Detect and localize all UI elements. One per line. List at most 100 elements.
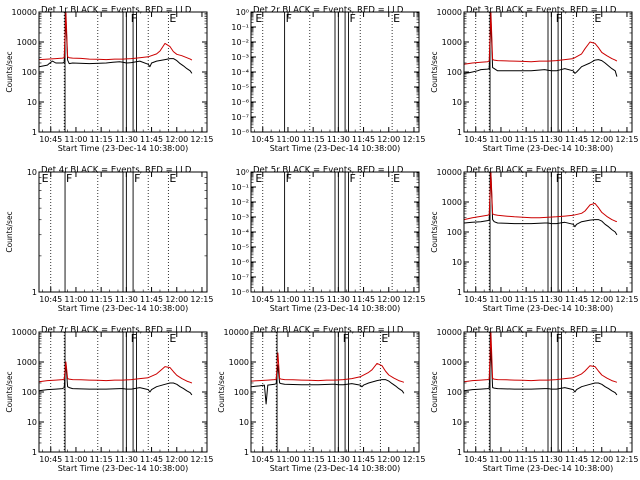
y-tick-label: 10 <box>27 168 37 177</box>
lld-series-line <box>38 361 193 384</box>
x-axis-label: Start Time (23-Dec-14 10:38:00) <box>270 464 401 473</box>
y-tick-label: 1000 <box>17 38 37 47</box>
chart-panel-7: 1 10 100 1000 10000 10:45 11:00 11:15 11:30 11:45… <box>5 326 213 474</box>
x-tick-label: 11:45 <box>352 135 375 144</box>
panel-title: Det 1r BLACK = Events, RED = LLD <box>41 6 192 16</box>
y-tick-label: 10⁻³ <box>231 53 249 62</box>
x-tick-label: 11:15 <box>302 135 325 144</box>
x-tick-label: 12:15 <box>402 455 425 464</box>
chart-panel-9: 1 10 100 1000 10000 10:45 11:00 11:15 11:30 11:45… <box>430 326 638 474</box>
panel-title: Det 3r BLACK = Events, RED = LLD <box>466 6 617 16</box>
events-series-line <box>38 18 193 74</box>
y-tick-label: 10⁻⁶ <box>231 98 249 107</box>
chart-panel-4: 1 10 10:45 11:00 11:15 11:30 11:45 12:00 12:15 E F… <box>5 166 213 314</box>
x-tick-label: 10:45 <box>251 455 274 464</box>
x-tick-label: 11:15 <box>302 455 325 464</box>
y-tick-label: 10⁻⁷ <box>231 273 249 282</box>
lld-series-line <box>463 331 618 383</box>
x-tick-label: 11:30 <box>115 295 138 304</box>
y-axis-label: Counts/sec <box>5 51 14 92</box>
flag-label: E <box>381 332 388 345</box>
flag-label: F <box>556 12 562 25</box>
x-tick-label: 12:00 <box>377 295 400 304</box>
x-tick-label: 12:15 <box>615 295 638 304</box>
x-axis-label: Start Time (23-Dec-14 10:38:00) <box>58 144 189 153</box>
chart-panel-6: 1 10 100 1000 10000 10:45 11:00 11:15 11:30 11:45… <box>430 166 638 314</box>
flag-label: F <box>349 12 355 25</box>
y-tick-label: 1 <box>32 288 37 297</box>
x-tick-label: 11:00 <box>64 455 87 464</box>
y-tick-label: 1000 <box>229 358 249 367</box>
panel-title: Det 6r BLACK = Events, RED = LLD <box>466 166 617 176</box>
y-tick-label: 10 <box>27 98 37 107</box>
chart-panel-5: 10⁻⁸ 10⁻⁷ 10⁻⁶ 10⁻⁵ 10⁻⁴ 10⁻³ 10⁻² 10⁻¹ 10⁰ 10:45… <box>231 166 425 314</box>
flag-label: F <box>556 172 562 185</box>
x-tick-label: 11:00 <box>276 295 299 304</box>
x-tick-label: 12:00 <box>165 135 188 144</box>
x-axis-label: Start Time (23-Dec-14 10:38:00) <box>483 144 614 153</box>
x-tick-label: 10:45 <box>251 135 274 144</box>
x-tick-label: 11:30 <box>540 295 563 304</box>
y-tick-label: 1 <box>457 288 462 297</box>
x-tick-label: 11:15 <box>90 295 113 304</box>
x-tick-label: 11:45 <box>565 455 588 464</box>
x-tick-label: 10:45 <box>464 295 487 304</box>
x-tick-label: 11:30 <box>327 135 350 144</box>
x-tick-label: 12:00 <box>165 455 188 464</box>
chart-panel-2: 10⁻⁸ 10⁻⁷ 10⁻⁶ 10⁻⁵ 10⁻⁴ 10⁻³ 10⁻² 10⁻¹ 10⁰ 10:45… <box>231 6 425 154</box>
y-axis-label: Counts/sec <box>5 371 14 412</box>
y-tick-label: 10⁻¹ <box>231 23 249 32</box>
x-tick-label: 11:00 <box>489 135 512 144</box>
flag-label: F <box>343 332 349 345</box>
y-axis-label: Counts/sec <box>217 371 226 412</box>
y-tick-label: 1 <box>457 128 462 137</box>
panel-title: Det 5r BLACK = Events, RED = LLD <box>253 166 404 176</box>
x-tick-label: 11:15 <box>90 135 113 144</box>
y-tick-label: 100 <box>22 388 37 397</box>
y-tick-label: 10⁻⁴ <box>231 228 249 237</box>
y-tick-label: 10000 <box>437 328 462 337</box>
x-tick-label: 11:45 <box>140 135 163 144</box>
x-tick-label: 12:00 <box>377 455 400 464</box>
plot-frame <box>38 171 208 293</box>
y-tick-label: 1000 <box>442 198 462 207</box>
y-tick-label: 10⁻⁶ <box>231 258 249 267</box>
x-tick-label: 11:30 <box>327 455 350 464</box>
y-tick-label: 10000 <box>224 328 249 337</box>
x-axis-label: Start Time (23-Dec-14 10:38:00) <box>483 304 614 313</box>
y-tick-label: 1 <box>32 128 37 137</box>
y-tick-label: 10⁻⁷ <box>231 113 249 122</box>
x-tick-label: 12:00 <box>590 295 613 304</box>
y-tick-label: 10⁻³ <box>231 213 249 222</box>
x-axis-label: Start Time (23-Dec-14 10:38:00) <box>58 304 189 313</box>
x-tick-label: 10:45 <box>464 455 487 464</box>
x-tick-label: 11:15 <box>90 455 113 464</box>
y-tick-label: 10000 <box>437 8 462 17</box>
x-tick-label: 10:45 <box>39 135 62 144</box>
y-tick-label: 1000 <box>442 358 462 367</box>
x-tick-label: 12:00 <box>590 135 613 144</box>
x-axis-label: Start Time (23-Dec-14 10:38:00) <box>483 464 614 473</box>
flag-label: E <box>393 172 400 185</box>
lld-series-line <box>38 11 193 61</box>
panel-title: Det 2r BLACK = Events, RED = LLD <box>253 6 404 16</box>
flag-label: E <box>169 332 176 345</box>
y-tick-label: 10000 <box>12 328 37 337</box>
x-axis-label: Start Time (23-Dec-14 10:38:00) <box>270 144 401 153</box>
flag-label: F <box>556 332 562 345</box>
x-axis-label: Start Time (23-Dec-14 10:38:00) <box>58 464 189 473</box>
chart-panel-8: 1 10 100 1000 10000 10:45 11:00 11:15 11:30 11:45… <box>217 326 425 474</box>
x-tick-label: 11:15 <box>515 455 538 464</box>
x-tick-label: 10:45 <box>39 295 62 304</box>
panel-title: Det 8r BLACK = Events, RED = LLD <box>253 326 404 336</box>
x-tick-label: 11:30 <box>115 135 138 144</box>
y-tick-label: 10⁻⁵ <box>231 83 249 92</box>
y-tick-label: 1000 <box>17 358 37 367</box>
x-tick-label: 11:00 <box>489 295 512 304</box>
x-tick-label: 11:30 <box>540 135 563 144</box>
flag-label: E <box>594 332 601 345</box>
x-tick-label: 11:00 <box>64 135 87 144</box>
x-tick-label: 12:15 <box>402 295 425 304</box>
y-tick-label: 1 <box>457 448 462 457</box>
